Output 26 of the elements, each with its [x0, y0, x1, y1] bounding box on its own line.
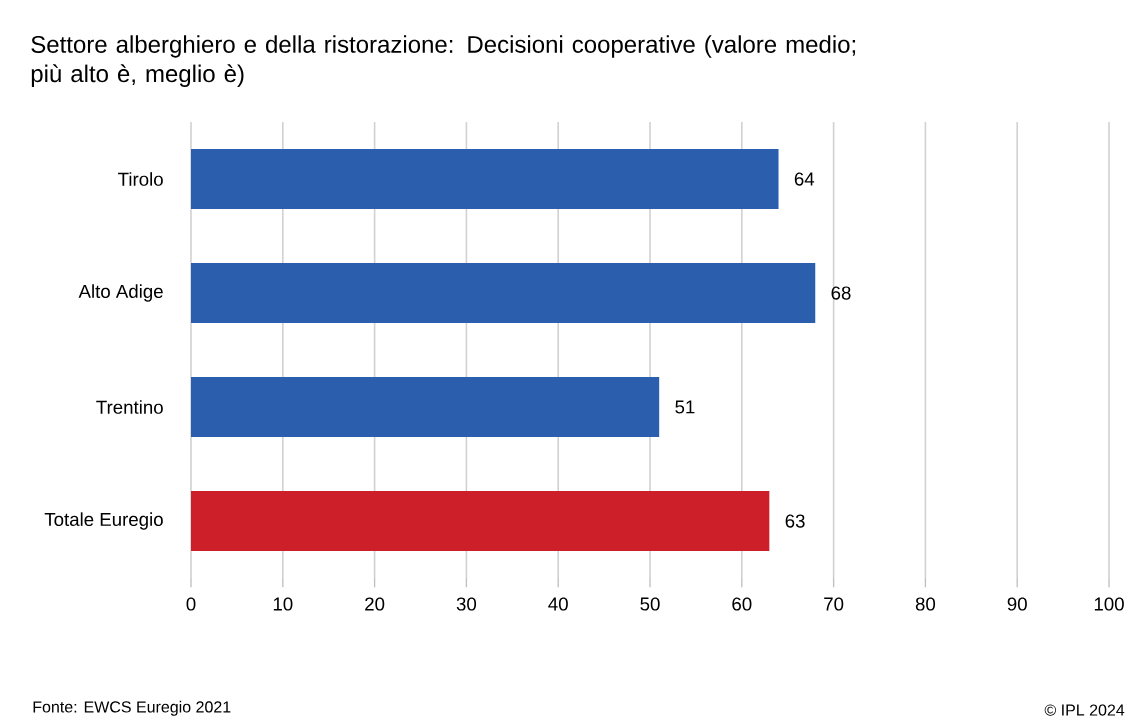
- x-tick-label: 50: [640, 597, 660, 611]
- x-tick-label: 100: [1094, 597, 1124, 611]
- source-note: Fonte: EWCS Euregio 2021: [33, 700, 231, 716]
- x-tick-label: 70: [824, 597, 844, 611]
- data-label: 51: [675, 400, 695, 414]
- data-label: 68: [831, 286, 851, 300]
- bar: [191, 491, 770, 552]
- x-tick-label: 30: [456, 597, 477, 611]
- y-tick-label: Totale Euregio: [44, 512, 163, 530]
- bar: [191, 149, 779, 210]
- bar: [191, 377, 660, 438]
- x-tick-label: 80: [915, 597, 936, 611]
- y-tick-label: Tirolo: [118, 172, 163, 186]
- text: © IPL 2024: [1044, 704, 1125, 716]
- x-tick-label: 20: [365, 597, 385, 611]
- y-tick-label: Alto Adige: [78, 284, 163, 302]
- x-tick-label: 0: [186, 597, 196, 611]
- bar: [191, 263, 816, 324]
- data-label: 63: [785, 514, 805, 528]
- data-label: 64: [794, 172, 815, 186]
- x-tick-label: 40: [548, 597, 568, 611]
- x-tick-label: 10: [273, 597, 293, 611]
- y-tick-label: Trentino: [96, 400, 163, 414]
- x-tick-label: 90: [1007, 597, 1027, 611]
- x-tick-label: 60: [732, 597, 752, 611]
- chart-title: Settore alberghiero e della ristorazione: Decisioni cooperative (valore medio; più alto è, meglio è): [31, 35, 856, 87]
